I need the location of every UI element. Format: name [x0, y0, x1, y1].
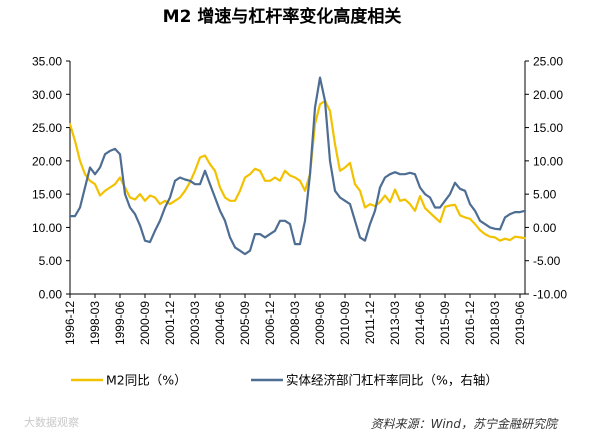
right-y-ticks: -10.00 -5.00 0.00 5.00 10.00 15.00 20.00 25.00 — [525, 55, 567, 302]
right-y-tick-label: 20.00 — [533, 88, 563, 102]
x-tick-label: 2019-06 — [513, 301, 527, 345]
x-tick-label: 2004-06 — [213, 301, 227, 345]
legend: M2同比（%） 实体经济部门杠杆率同比（%，右轴） — [71, 373, 498, 388]
series-lines — [68, 76, 527, 256]
x-tick-label: 1999-06 — [113, 301, 127, 345]
series-line-m2 — [68, 99, 527, 242]
left-y-tick-label: 35.00 — [32, 55, 62, 69]
x-tick-label: 2006-12 — [263, 301, 277, 345]
left-y-tick-label: 30.00 — [32, 88, 62, 102]
right-y-tick-label: -5.00 — [533, 254, 561, 268]
left-y-ticks: 0.00 5.00 10.00 15.00 20.00 25.00 30.00 35.00 — [32, 55, 70, 302]
right-y-tick-label: 5.00 — [533, 188, 557, 202]
x-tick-label: 2001-12 — [163, 301, 177, 345]
x-tick-label: 2016-12 — [463, 301, 477, 345]
x-tick-label: 2011-12 — [363, 301, 377, 344]
x-tick-label: 2008-03 — [288, 301, 302, 345]
right-y-tick-label: -10.00 — [533, 288, 567, 302]
left-y-tick-label: 15.00 — [32, 188, 62, 202]
legend-label-leverage: 实体经济部门杠杆率同比（%，右轴） — [286, 373, 498, 388]
x-tick-label: 2009-06 — [313, 301, 327, 345]
left-y-tick-label: 10.00 — [32, 221, 62, 235]
right-y-tick-label: 0.00 — [533, 221, 557, 235]
x-ticks: 1996-12 1998-03 1999-06 2000-09 2001-12 2003-… — [63, 294, 527, 345]
x-tick-label: 2018-03 — [488, 301, 502, 345]
x-tick-label: 1996-12 — [63, 301, 77, 345]
watermark: 大数据观察 — [24, 415, 79, 429]
x-tick-label: 2005-09 — [238, 301, 252, 345]
left-y-tick-label: 20.00 — [32, 154, 62, 168]
right-y-tick-label: 25.00 — [533, 55, 563, 69]
right-y-tick-label: 15.00 — [533, 121, 563, 135]
legend-label-m2: M2同比（%） — [106, 373, 187, 388]
plot-area: 0.00 5.00 10.00 15.00 20.00 25.00 30.00 35.00 -… — [32, 55, 567, 346]
x-tick-label: 2014-06 — [413, 301, 427, 345]
left-y-tick-label: 25.00 — [32, 121, 62, 135]
left-y-tick-label: 5.00 — [39, 254, 63, 268]
x-tick-label: 2010-09 — [338, 301, 352, 345]
x-tick-label: 2000-09 — [138, 301, 152, 345]
x-tick-label: 2015-09 — [438, 301, 452, 345]
x-tick-label: 1998-03 — [88, 301, 102, 345]
x-tick-label: 2003-03 — [188, 301, 202, 345]
right-y-tick-label: 10.00 — [533, 154, 563, 168]
chart-title: M2 增速与杠杆率变化高度相关 — [163, 6, 402, 27]
x-tick-label: 2013-03 — [388, 301, 402, 345]
series-line-leverage — [68, 76, 527, 256]
left-y-tick-label: 0.00 — [39, 288, 63, 302]
source-note: 资料来源：Wind，苏宁金融研究院 — [371, 417, 559, 431]
